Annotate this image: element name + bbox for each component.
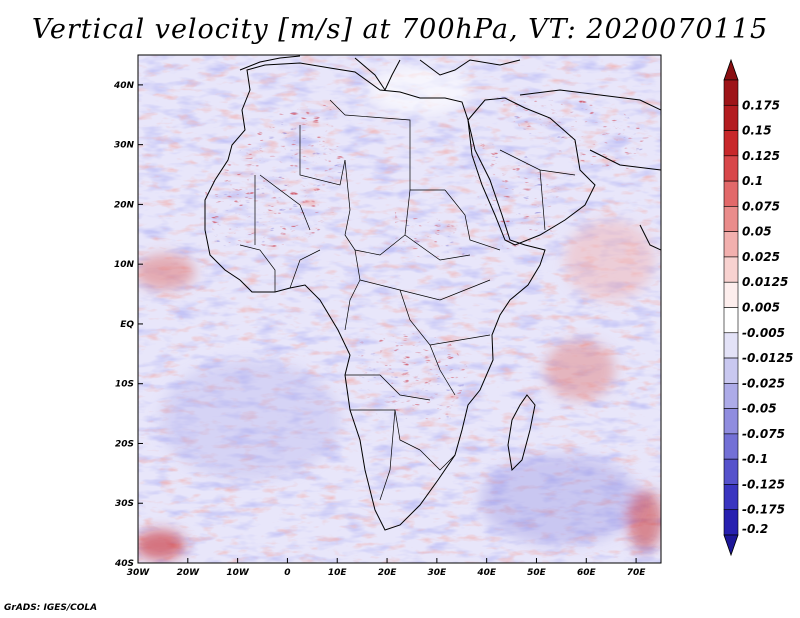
colorbar-swatch <box>723 509 739 536</box>
colorbar-swatch <box>723 130 739 157</box>
colorbar-label: 0.15 <box>742 124 772 138</box>
lat-tick-label: 10N <box>114 260 135 270</box>
colorbar: 0.175 0.15 0.125 0.1 0.075 0.05 0.025 0.0125 0.0… <box>723 58 793 557</box>
colorbar-label: 0.125 <box>742 149 780 163</box>
map-title: Vertical velocity [m/s] at 700hPa, VT: 2… <box>31 14 769 45</box>
colorbar-swatch <box>723 180 739 207</box>
colorbar-swatch <box>723 408 739 435</box>
lat-tick-label: 20N <box>114 200 135 210</box>
colorbar-swatch <box>723 332 739 359</box>
colorbar-label: 0.175 <box>742 98 780 112</box>
colorbar-swatch <box>723 433 739 460</box>
colorbar-swatch <box>723 383 739 409</box>
colorbar-label: -0.2 <box>742 522 768 536</box>
colorbar-swatch <box>723 79 739 106</box>
lat-tick-label: EQ <box>120 320 134 330</box>
velocity-field <box>138 55 661 563</box>
colorbar-label: -0.1 <box>742 452 768 466</box>
colorbar-label: -0.175 <box>742 503 785 517</box>
lat-tick-label: 20S <box>115 439 134 449</box>
colorbar-label: 0.075 <box>742 199 780 213</box>
colorbar-min-arrow <box>723 534 739 557</box>
colorbar-label: 0.005 <box>742 301 780 315</box>
lon-tick-label: 20E <box>378 568 398 578</box>
colorbar-label: 0.1 <box>742 174 763 188</box>
colorbar-swatch <box>723 357 739 384</box>
country-borders <box>239 99 576 501</box>
colorbar-label: -0.05 <box>742 402 777 416</box>
lat-tick-label: 30N <box>114 141 135 151</box>
lat-tick-label: 10S <box>115 380 134 390</box>
colorbar-label: -0.125 <box>742 477 785 491</box>
lon-tick-label: 70E <box>627 568 647 578</box>
colorbar-swatch <box>723 231 739 258</box>
colorbar-label: -0.0125 <box>742 351 793 365</box>
lon-tick-label: 60E <box>577 568 597 578</box>
lat-tick-label: 40N <box>113 81 135 91</box>
colorbar-max-arrow <box>723 58 739 81</box>
lon-tick-label: 40E <box>476 568 497 578</box>
colorbar-swatch <box>723 256 739 283</box>
lat-tick-label: 30S <box>115 499 134 509</box>
colorbar-label: 0.0125 <box>742 275 788 289</box>
plot-frame <box>137 54 662 564</box>
coastlines <box>204 55 661 531</box>
lon-tick-label: 10W <box>226 568 250 578</box>
lon-tick-label: 20W <box>177 568 201 578</box>
colorbar-swatch <box>723 281 739 308</box>
lon-tick-label: 30W <box>127 568 151 578</box>
colorbar-swatch <box>723 155 739 182</box>
lon-tick-label: 30E <box>428 568 448 578</box>
colorbar-label: 0.05 <box>742 225 772 239</box>
colorbar-label: -0.025 <box>742 376 785 390</box>
colorbar-swatch <box>723 458 739 485</box>
latitude-axis: 40N 30N 20N 10N EQ 10S 20S 30S 40S <box>113 81 143 569</box>
grads-credit: GrADS: IGES/COLA <box>4 603 98 613</box>
lat-tick-label: 40S <box>114 559 134 569</box>
colorbar-swatch <box>723 307 739 334</box>
longitude-axis: 30W 20W 10W 0 10E 20E 30E 40E 50E 60E 70E <box>127 558 647 578</box>
colorbar-label: 0.025 <box>742 250 780 264</box>
lon-tick-label: 10E <box>328 568 348 578</box>
colorbar-label: -0.005 <box>742 326 785 340</box>
lon-tick-label: 50E <box>527 568 547 578</box>
lon-tick-label: 0 <box>284 568 290 578</box>
colorbar-swatch <box>723 104 739 131</box>
colorbar-swatch <box>723 206 739 232</box>
colorbar-label: -0.075 <box>742 427 785 441</box>
colorbar-swatch <box>723 484 739 511</box>
